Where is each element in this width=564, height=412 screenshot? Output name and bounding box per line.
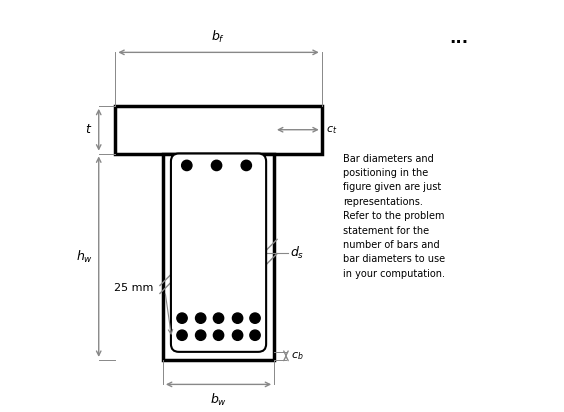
Circle shape <box>232 313 243 323</box>
FancyBboxPatch shape <box>171 154 266 352</box>
Circle shape <box>232 330 243 340</box>
Circle shape <box>212 160 222 171</box>
Circle shape <box>196 330 206 340</box>
Circle shape <box>182 160 192 171</box>
Text: $c_b$: $c_b$ <box>290 350 303 362</box>
Circle shape <box>250 313 260 323</box>
Text: $b_f$: $b_f$ <box>212 29 226 45</box>
Text: $h_w$: $h_w$ <box>76 248 93 265</box>
Text: Bar diameters and
positioning in the
figure given are just
representations.
Refe: Bar diameters and positioning in the fig… <box>343 154 446 279</box>
Circle shape <box>241 160 252 171</box>
Circle shape <box>250 330 260 340</box>
Text: $b_w$: $b_w$ <box>210 391 227 407</box>
Text: ...: ... <box>449 30 468 47</box>
Circle shape <box>213 330 224 340</box>
Circle shape <box>177 330 187 340</box>
Circle shape <box>196 313 206 323</box>
Text: $t$: $t$ <box>86 123 93 136</box>
Bar <box>163 154 274 360</box>
Text: $d_s$: $d_s$ <box>290 245 304 261</box>
Text: 25 mm: 25 mm <box>114 283 153 293</box>
Circle shape <box>177 313 187 323</box>
Bar <box>116 106 321 154</box>
Circle shape <box>213 313 224 323</box>
Text: $c_t$: $c_t$ <box>327 124 338 136</box>
